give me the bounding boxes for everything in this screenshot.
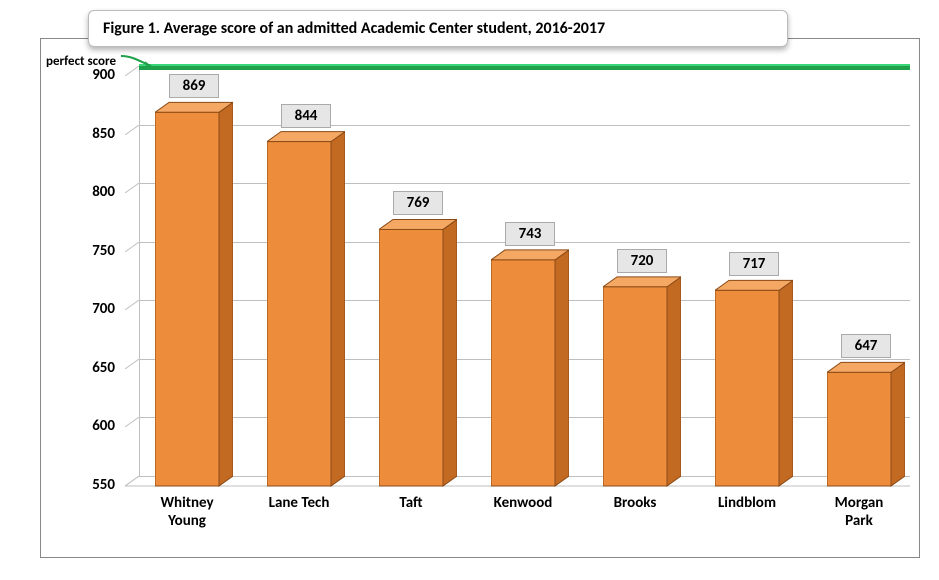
perfect-score-line bbox=[125, 64, 910, 72]
y-tick-label: 600 bbox=[67, 417, 115, 435]
y-tick-label: 650 bbox=[67, 359, 115, 377]
bar-whitney-young bbox=[155, 76, 233, 486]
x-tick-label: MorganPark bbox=[803, 494, 915, 530]
y-tick-label: 800 bbox=[67, 183, 115, 201]
x-tick-label: Kenwood bbox=[467, 494, 579, 512]
bar-brooks bbox=[603, 76, 681, 486]
chart-title-text: Figure 1. Average score of an admitted A… bbox=[103, 19, 605, 38]
bar-morgan-park bbox=[827, 76, 905, 486]
plot-area bbox=[125, 76, 910, 486]
perfect-score-arrow-icon bbox=[119, 52, 161, 76]
bar-lindblom bbox=[715, 76, 793, 486]
x-tick-label: Brooks bbox=[579, 494, 691, 512]
y-tick-label: 700 bbox=[67, 300, 115, 318]
bar-kenwood bbox=[491, 76, 569, 486]
bar-lane-tech bbox=[267, 76, 345, 486]
perfect-score-label: perfect score bbox=[46, 54, 116, 69]
x-tick-label: Lane Tech bbox=[243, 494, 355, 512]
bar-taft bbox=[379, 76, 457, 486]
chart-title: Figure 1. Average score of an admitted A… bbox=[88, 10, 788, 47]
y-tick-label: 550 bbox=[67, 476, 115, 494]
x-tick-label: Lindblom bbox=[691, 494, 803, 512]
x-tick-label: WhitneyYoung bbox=[131, 494, 243, 530]
y-tick-label: 750 bbox=[67, 242, 115, 260]
perfect-score-text: perfect score bbox=[46, 54, 116, 69]
y-tick-label: 850 bbox=[67, 125, 115, 143]
x-tick-label: Taft bbox=[355, 494, 467, 512]
bars-container bbox=[125, 76, 910, 486]
